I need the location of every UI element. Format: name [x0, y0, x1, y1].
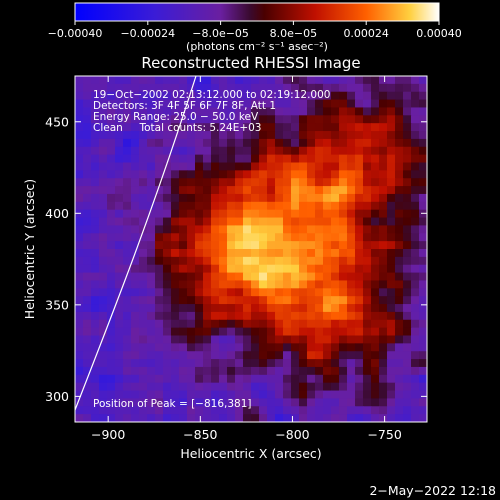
- y-tick-label: 450: [45, 114, 69, 129]
- x-axis-ticks: −900 −850 −800 −750: [91, 76, 402, 442]
- colorbar-ticks: −0.00040 −0.00024 −8.0e−05 8.0e−05 0.00024 0.…: [48, 21, 462, 40]
- y-axis-label: Heliocentric Y (arcsec): [22, 179, 37, 319]
- colorbar-frame: [74, 2, 440, 22]
- colorbar-tick-label: −8.0e−05: [192, 27, 249, 40]
- heatmap-image: [75, 76, 427, 422]
- colorbar-tick-label: −0.00040: [48, 27, 103, 40]
- peak-position-label: Position of Peak = [−816,381]: [93, 398, 252, 410]
- x-tick-label: −850: [183, 427, 217, 442]
- y-tick-label: 300: [45, 389, 69, 404]
- colorbar-tick-label: −0.00024: [120, 27, 175, 40]
- chart-title: Reconstructed RHESSI Image: [141, 54, 360, 72]
- colorbar: [75, 3, 439, 21]
- y-axis-ticks: 300 350 400 450: [45, 114, 427, 404]
- x-tick-label: −800: [275, 427, 309, 442]
- annotation-energy-range: Energy Range: 25.0 − 50.0 keV: [93, 111, 259, 123]
- colorbar-tick-label: 0.00024: [343, 27, 389, 40]
- solar-limb-curve: [75, 76, 197, 411]
- x-tick-label: −900: [91, 427, 125, 442]
- colorbar-unit-label: (photons cm⁻² s⁻¹ asec⁻²): [186, 40, 328, 53]
- annotation-detectors: Detectors: 3F 4F 5F 6F 7F 8F, Att 1: [93, 100, 276, 112]
- annotation-clean-counts: Clean Total counts: 5.24E+03: [93, 122, 262, 134]
- plot-frame: [74, 75, 428, 423]
- x-axis-label: Heliocentric X (arcsec): [180, 446, 321, 461]
- annotation-time-range: 19−Oct−2002 02:13:12.000 to 02:19:12.000: [93, 89, 330, 101]
- y-tick-label: 400: [45, 206, 69, 221]
- observation-annotations: 19−Oct−2002 02:13:12.000 to 02:19:12.000…: [93, 89, 330, 134]
- y-tick-label: 350: [45, 297, 69, 312]
- x-tick-label: −750: [367, 427, 401, 442]
- colorbar-tick-label: 8.0e−05: [270, 27, 317, 40]
- footer-timestamp: 2−May−2022 12:18: [369, 483, 496, 498]
- colorbar-tick-label: 0.00040: [416, 27, 462, 40]
